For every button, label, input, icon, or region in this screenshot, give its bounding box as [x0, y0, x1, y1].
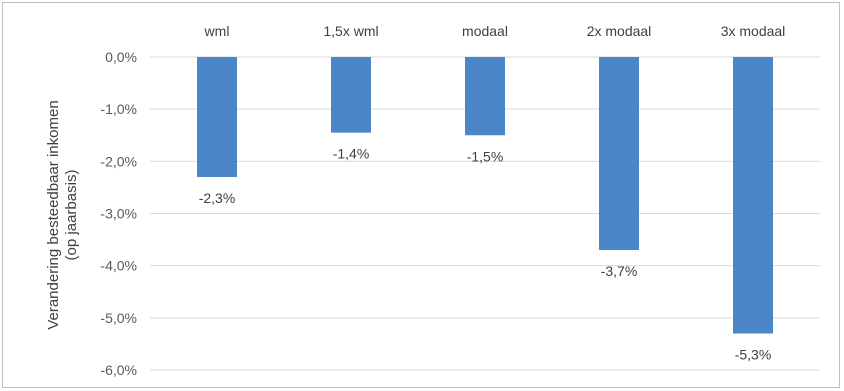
category-label: 3x modaal — [721, 23, 786, 39]
y-axis-title-line-1: Verandering besteedbaar inkomen — [45, 100, 62, 329]
data-label: -1,4% — [333, 146, 370, 162]
y-tick-label: -3,0% — [100, 206, 137, 222]
category-label: 1,5x wml — [323, 23, 378, 39]
y-tick-label: -6,0% — [100, 362, 137, 378]
y-axis-title-line-2: (op jaarbasis) — [63, 170, 80, 261]
data-labels: -2,3% -1,4% -1,5% -3,7% -5,3% — [199, 146, 772, 363]
bar — [331, 57, 371, 133]
data-label: -3,7% — [601, 263, 638, 279]
data-label: -1,5% — [467, 148, 504, 164]
y-tick-label: -4,0% — [100, 258, 137, 274]
bar — [733, 57, 773, 334]
bar — [465, 57, 505, 136]
category-labels: wml 1,5x wml modaal 2x modaal 3x modaal — [204, 23, 786, 39]
y-tick-label: -5,0% — [100, 310, 137, 326]
bar — [599, 57, 639, 251]
y-axis-title: Verandering besteedbaar inkomen (op jaar… — [45, 100, 80, 329]
data-label: -5,3% — [735, 346, 772, 362]
y-tick-label: -2,0% — [100, 153, 137, 169]
data-label: -2,3% — [199, 190, 236, 206]
bars — [197, 57, 773, 334]
y-tick-label: 0,0% — [105, 49, 137, 65]
category-label: wml — [204, 23, 230, 39]
y-tick-label: -1,0% — [100, 101, 137, 117]
gridlines — [150, 56, 820, 371]
category-label: 2x modaal — [587, 23, 652, 39]
category-label: modaal — [462, 23, 508, 39]
bar — [197, 57, 237, 177]
y-tick-labels: 0,0% -1,0% -2,0% -3,0% -4,0% -5,0% -6,0% — [100, 49, 137, 378]
